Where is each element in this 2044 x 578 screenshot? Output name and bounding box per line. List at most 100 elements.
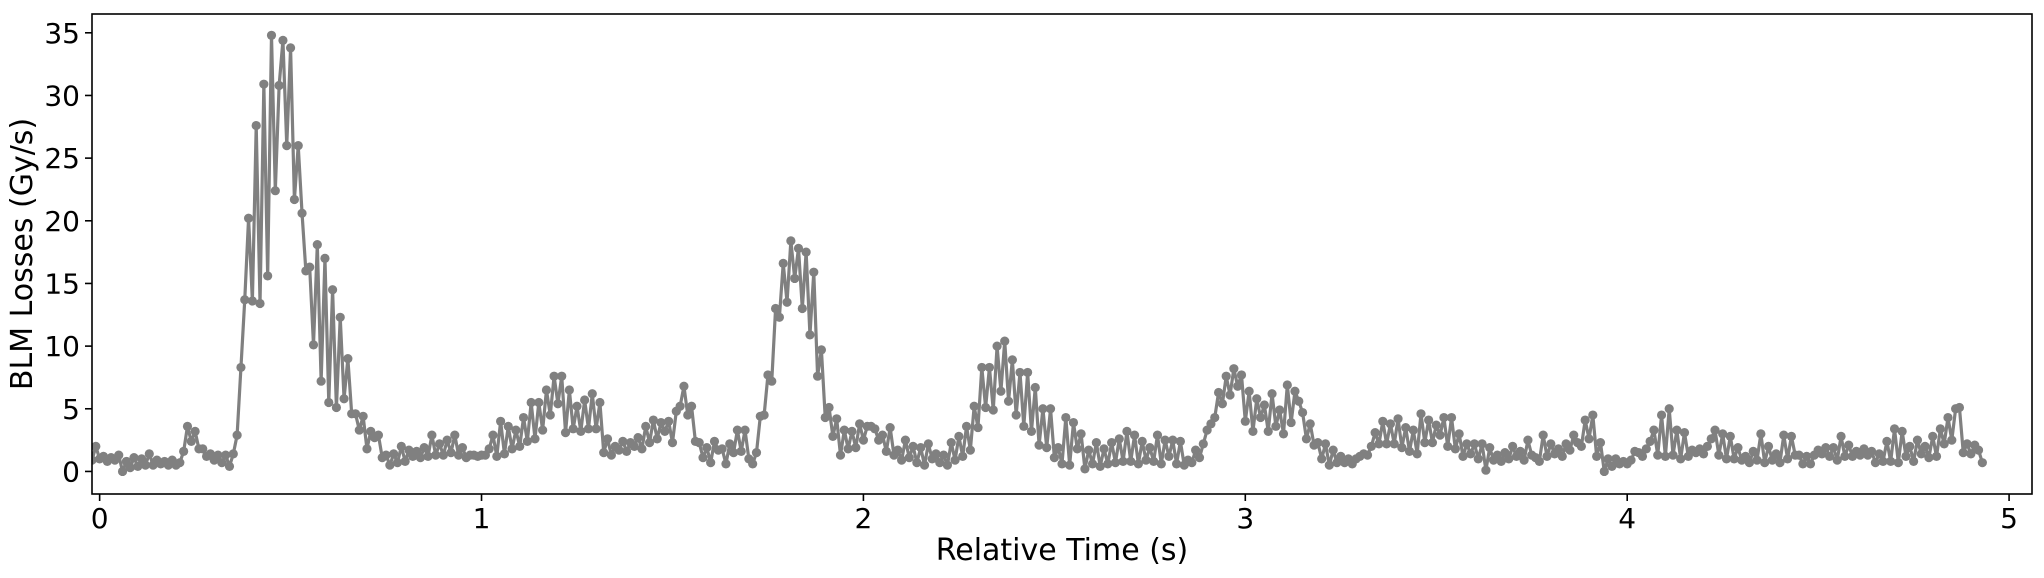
data-point <box>751 448 762 458</box>
data-point <box>1263 426 1273 436</box>
data-point <box>415 453 426 463</box>
data-point <box>1794 450 1804 460</box>
data-point <box>1187 458 1197 468</box>
y-tick-label: 15 <box>44 267 80 300</box>
data-point <box>816 345 827 355</box>
data-point <box>1832 455 1842 465</box>
data-point <box>824 402 834 413</box>
data-point <box>1469 439 1480 449</box>
data-point <box>736 446 746 456</box>
data-point <box>1320 439 1331 449</box>
data-point <box>1324 460 1334 470</box>
data-point <box>1305 419 1315 429</box>
y-tick-label: 25 <box>44 142 80 175</box>
data-point <box>786 236 796 246</box>
data-point <box>774 312 785 322</box>
x-tick-label: 2 <box>855 502 873 535</box>
data-point <box>1466 449 1476 459</box>
data-point <box>125 463 135 473</box>
data-point <box>1653 450 1663 460</box>
data-point <box>457 443 468 453</box>
data-point <box>499 449 510 459</box>
data-point <box>1893 458 1903 468</box>
data-point <box>442 435 452 445</box>
data-point <box>1947 435 1957 445</box>
data-point <box>897 455 907 465</box>
data-point <box>683 410 693 420</box>
data-point <box>923 439 933 449</box>
data-point <box>1107 438 1117 448</box>
data-point <box>1836 431 1846 441</box>
data-point <box>770 303 781 314</box>
data-point <box>1886 456 1896 467</box>
data-point <box>988 405 998 415</box>
data-point <box>179 446 189 456</box>
data-point <box>572 401 582 411</box>
data-point <box>335 312 345 322</box>
data-point <box>843 444 853 454</box>
x-tick-label: 3 <box>1236 502 1254 535</box>
data-point <box>1290 386 1300 396</box>
data-point <box>293 140 303 151</box>
data-point <box>515 441 525 451</box>
data-point <box>1156 459 1166 469</box>
data-point <box>858 435 869 445</box>
data-point <box>1546 439 1556 449</box>
data-point <box>1477 439 1487 449</box>
data-point <box>327 285 338 295</box>
data-point <box>1435 430 1445 440</box>
data-point <box>1706 434 1716 444</box>
data-point <box>1672 425 1682 435</box>
data-point <box>973 422 983 433</box>
data-point <box>1286 417 1296 428</box>
data-point <box>1912 435 1923 445</box>
data-point <box>931 449 941 459</box>
data-point <box>1267 389 1277 399</box>
data-point <box>1958 448 1968 458</box>
data-point <box>1019 421 1029 431</box>
data-point <box>431 450 441 460</box>
y-tick-label: 5 <box>62 393 80 426</box>
data-point <box>1210 412 1220 423</box>
data-point <box>1481 465 1491 475</box>
data-point <box>1595 438 1606 448</box>
x-tick-label: 4 <box>1618 502 1636 535</box>
data-point <box>984 362 995 373</box>
data-point <box>1370 427 1380 438</box>
data-point <box>1454 429 1464 439</box>
data-point <box>1378 416 1388 426</box>
data-point <box>217 458 227 468</box>
data-point <box>522 436 532 446</box>
data-point <box>855 419 865 429</box>
data-point <box>133 461 143 472</box>
data-point <box>660 426 670 436</box>
data-point <box>1248 426 1258 436</box>
data-point <box>1294 396 1304 406</box>
data-point <box>1775 458 1785 468</box>
data-point <box>266 30 277 40</box>
data-point <box>1714 450 1724 460</box>
data-point <box>1003 396 1014 406</box>
data-point <box>1931 451 1942 461</box>
y-tick-label: 10 <box>44 330 80 363</box>
data-point <box>851 443 861 453</box>
data-point <box>1045 404 1056 414</box>
data-point <box>1909 456 1919 467</box>
data-point <box>316 376 326 386</box>
data-point <box>1607 461 1617 472</box>
data-point <box>1175 436 1185 446</box>
data-point <box>1126 456 1136 467</box>
data-point <box>961 421 972 431</box>
data-point <box>1389 439 1399 449</box>
data-point <box>1244 386 1254 396</box>
data-point <box>1110 458 1121 468</box>
data-point <box>339 394 349 404</box>
data-point <box>576 426 586 436</box>
data-point <box>1317 454 1327 464</box>
data-point <box>614 445 624 455</box>
data-point <box>232 430 242 440</box>
data-point <box>1721 454 1732 464</box>
data-point <box>870 424 880 434</box>
data-point <box>263 271 273 281</box>
data-point <box>92 441 101 451</box>
